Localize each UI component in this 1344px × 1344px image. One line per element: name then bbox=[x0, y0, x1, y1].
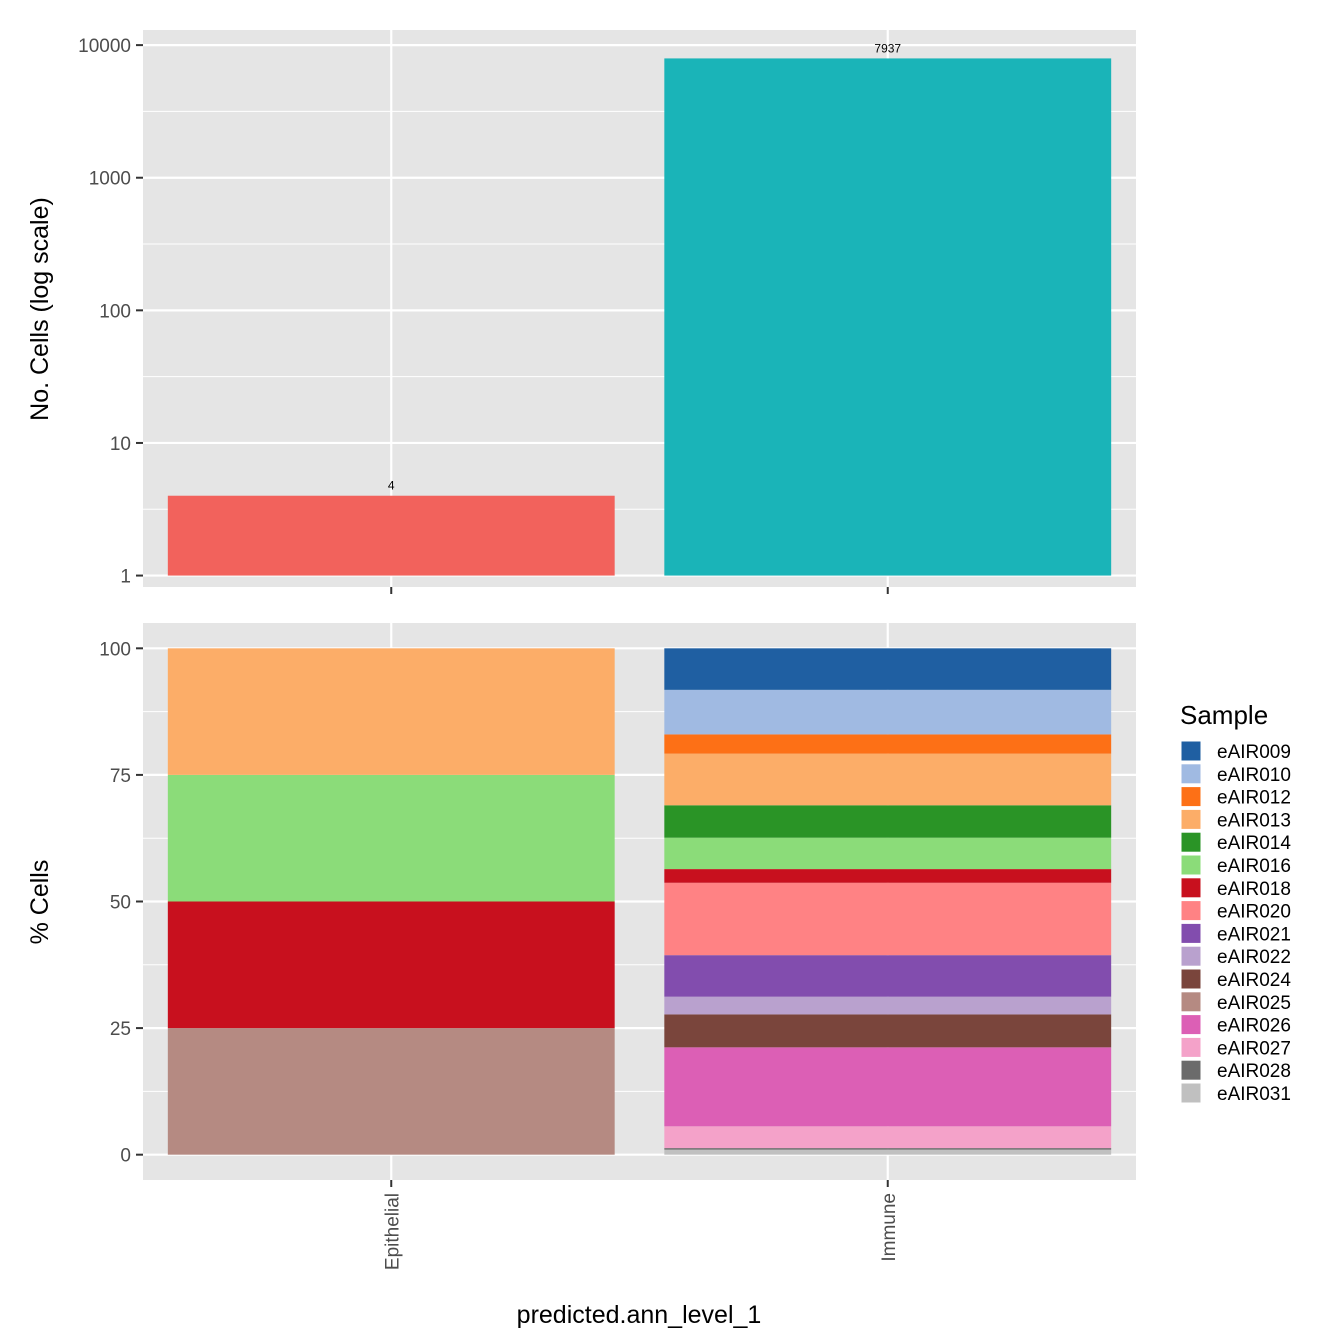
bottom-panel: 0 25 50 75 100 Epithelial Immune % Cells pred… bbox=[26, 623, 1136, 1329]
legend-label-eair014: eAIR014 bbox=[1217, 833, 1291, 854]
segment-epithelial-eair025 bbox=[167, 1028, 615, 1155]
x-tick-label-epithelial: Epithelial bbox=[382, 1193, 403, 1270]
legend-swatch-eair028 bbox=[1180, 1059, 1202, 1081]
legend-label-eair027: eAIR027 bbox=[1217, 1038, 1291, 1059]
top-x-ticks bbox=[390, 587, 889, 594]
legend-label-eair013: eAIR013 bbox=[1217, 810, 1291, 831]
bottom-y-tick-label: 25 bbox=[110, 1019, 131, 1040]
segment-immune-eair010 bbox=[664, 689, 1112, 735]
legend-label-eair016: eAIR016 bbox=[1217, 856, 1291, 877]
top-y-tick-label: 1 bbox=[120, 567, 131, 588]
legend-label-eair018: eAIR018 bbox=[1217, 879, 1291, 900]
bottom-x-axis: Epithelial Immune bbox=[382, 1180, 900, 1270]
segment-immune-eair012 bbox=[664, 734, 1112, 754]
legend-label-eair010: eAIR010 bbox=[1217, 765, 1291, 786]
legend-swatch-eair018 bbox=[1180, 877, 1202, 899]
legend-swatch-eair022 bbox=[1180, 945, 1202, 967]
legend-swatch-eair012 bbox=[1180, 786, 1202, 808]
top-panel: 4 7937 1 10 100 1000 10000 No. Cells (log sca… bbox=[26, 30, 1136, 594]
x-tick-label-immune: Immune bbox=[879, 1193, 900, 1262]
bottom-y-tick-label: 75 bbox=[110, 766, 131, 787]
legend-swatch-eair025 bbox=[1180, 991, 1202, 1013]
top-y-tick-label: 10000 bbox=[78, 36, 131, 57]
legend-swatch-eair027 bbox=[1180, 1036, 1202, 1058]
top-y-axis-title: No. Cells (log scale) bbox=[26, 197, 54, 421]
segment-immune-eair016 bbox=[664, 837, 1112, 870]
bar-epithelial bbox=[167, 495, 615, 576]
bar-immune bbox=[664, 58, 1112, 576]
legend-title: Sample bbox=[1180, 700, 1268, 730]
segment-immune-eair020 bbox=[664, 882, 1112, 956]
legend-label-eair028: eAIR028 bbox=[1217, 1061, 1291, 1082]
legend-swatch-eair014 bbox=[1180, 831, 1202, 853]
legend-label-eair009: eAIR009 bbox=[1217, 742, 1291, 763]
bottom-y-axis-title: % Cells bbox=[26, 860, 54, 945]
segment-immune-eair014 bbox=[664, 805, 1112, 838]
x-axis-title: predicted.ann_level_1 bbox=[517, 1301, 762, 1329]
segment-immune-eair024 bbox=[664, 1014, 1112, 1048]
segment-immune-eair013 bbox=[664, 753, 1112, 806]
legend-label-eair021: eAIR021 bbox=[1217, 924, 1291, 945]
legend-swatch-eair020 bbox=[1180, 900, 1202, 922]
legend-label-eair025: eAIR025 bbox=[1217, 993, 1291, 1014]
legend-items: eAIR009eAIR010eAIR012eAIR013eAIR014eAIR0… bbox=[1180, 740, 1291, 1105]
bottom-stacked-bars bbox=[167, 648, 1112, 1155]
legend-label-eair024: eAIR024 bbox=[1217, 970, 1291, 991]
legend-label-eair012: eAIR012 bbox=[1217, 788, 1291, 809]
legend-swatch-eair010 bbox=[1180, 763, 1202, 785]
segment-epithelial-eair013 bbox=[167, 648, 615, 775]
legend-label-eair020: eAIR020 bbox=[1217, 902, 1291, 923]
legend-label-eair022: eAIR022 bbox=[1217, 947, 1291, 968]
segment-immune-eair027 bbox=[664, 1126, 1112, 1149]
top-bars bbox=[167, 58, 1112, 576]
legend-swatch-eair009 bbox=[1180, 740, 1202, 762]
legend: Sample eAIR009eAIR010eAIR012eAIR013eAIR0… bbox=[1180, 700, 1291, 1105]
bottom-y-tick-label: 50 bbox=[110, 893, 131, 914]
bottom-y-tick-label: 0 bbox=[120, 1146, 131, 1167]
segment-immune-eair028 bbox=[664, 1148, 1112, 1150]
top-data-labels: 4 7937 bbox=[388, 41, 902, 492]
top-y-axis: 1 10 100 1000 10000 bbox=[78, 36, 143, 588]
legend-label-eair026: eAIR026 bbox=[1217, 1016, 1291, 1037]
legend-swatch-eair031 bbox=[1180, 1082, 1202, 1104]
segment-epithelial-eair016 bbox=[167, 774, 615, 902]
segment-immune-eair022 bbox=[664, 996, 1112, 1015]
data-label-epithelial: 4 bbox=[388, 479, 395, 493]
top-y-tick-label: 100 bbox=[99, 301, 131, 322]
segment-immune-eair009 bbox=[664, 648, 1112, 690]
bottom-y-tick-label: 100 bbox=[99, 639, 131, 660]
segment-immune-eair031 bbox=[664, 1149, 1112, 1155]
top-y-tick-label: 1000 bbox=[89, 169, 131, 190]
top-y-tick-label: 10 bbox=[110, 434, 131, 455]
data-label-immune: 7937 bbox=[874, 41, 901, 55]
segment-immune-eair018 bbox=[664, 869, 1112, 883]
legend-swatch-eair016 bbox=[1180, 854, 1202, 876]
legend-swatch-eair021 bbox=[1180, 922, 1202, 944]
legend-label-eair031: eAIR031 bbox=[1217, 1084, 1291, 1105]
legend-swatch-eair024 bbox=[1180, 968, 1202, 990]
segment-epithelial-eair018 bbox=[167, 901, 615, 1029]
segment-immune-eair021 bbox=[664, 955, 1112, 997]
legend-swatch-eair026 bbox=[1180, 1014, 1202, 1036]
segment-immune-eair026 bbox=[664, 1047, 1112, 1127]
bottom-y-axis: 0 25 50 75 100 bbox=[99, 639, 143, 1167]
legend-swatch-eair013 bbox=[1180, 808, 1202, 830]
